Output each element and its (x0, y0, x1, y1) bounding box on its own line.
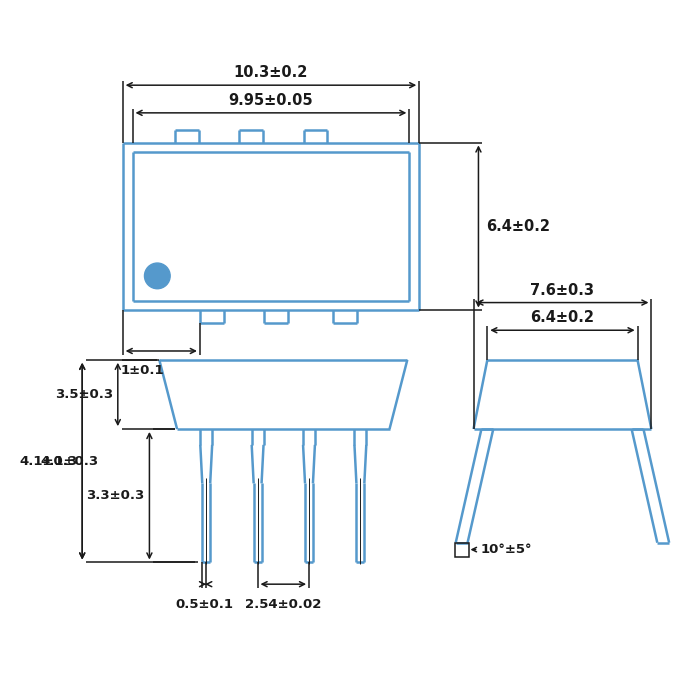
Text: 3.3±0.3: 3.3±0.3 (86, 489, 144, 502)
Text: 9.95±0.05: 9.95±0.05 (229, 93, 314, 108)
Text: 0.5±0.1: 0.5±0.1 (175, 598, 233, 611)
Text: 4.1±0.3: 4.1±0.3 (41, 455, 99, 468)
Text: 6.4±0.2: 6.4±0.2 (486, 219, 550, 234)
Text: 2.54±0.02: 2.54±0.02 (245, 598, 321, 611)
Text: 4.1±0.3: 4.1±0.3 (19, 455, 77, 468)
Bar (455, 542, 468, 556)
Text: 7.6±0.3: 7.6±0.3 (531, 283, 594, 298)
Circle shape (144, 263, 170, 288)
Text: 10.3±0.2: 10.3±0.2 (234, 65, 308, 80)
Text: 6.4±0.2: 6.4±0.2 (531, 310, 594, 326)
Text: 10°±5°: 10°±5° (480, 543, 532, 556)
Text: 3.5±0.3: 3.5±0.3 (55, 388, 113, 401)
Text: 1±0.1: 1±0.1 (121, 364, 164, 377)
